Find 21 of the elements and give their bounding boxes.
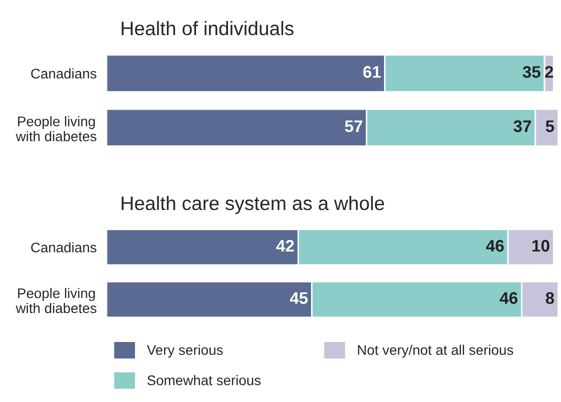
data-label: 37 bbox=[514, 120, 532, 132]
chart-title: Health of individuals bbox=[122, 21, 294, 36]
data-label: 8 bbox=[546, 292, 554, 304]
legend-label: Somewhat serious bbox=[147, 375, 261, 386]
data-label: 57 bbox=[344, 120, 362, 132]
data-label: 46 bbox=[486, 240, 504, 252]
data-label: 10 bbox=[532, 240, 550, 252]
data-label: 5 bbox=[546, 120, 554, 132]
data-label: 61 bbox=[363, 66, 381, 78]
y-tick-label: People living with diabetes bbox=[16, 288, 96, 314]
y-tick-label: People living with diabetes bbox=[16, 116, 96, 142]
data-label: 2 bbox=[545, 66, 554, 78]
legend-label: Not very/not at all serious bbox=[358, 344, 514, 358]
y-tick-label: Canadians bbox=[31, 68, 96, 79]
chart-title: Health care system as a whole bbox=[122, 196, 384, 214]
y-tick-label: Canadians bbox=[31, 242, 96, 252]
data-label: 42 bbox=[276, 240, 294, 252]
data-label: 46 bbox=[500, 292, 518, 304]
data-label: 45 bbox=[290, 292, 308, 304]
data-label: 35 bbox=[522, 66, 540, 78]
legend-label: Very serious bbox=[146, 344, 223, 358]
